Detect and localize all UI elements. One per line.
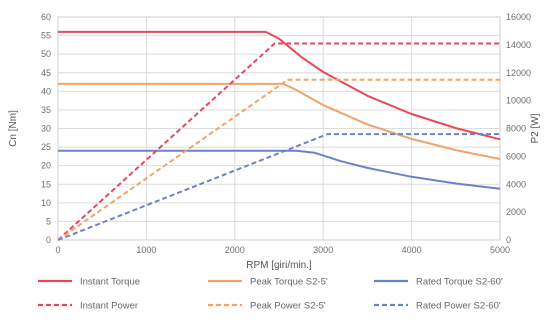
x-axis-label: RPM [giri/min.] — [246, 260, 312, 271]
series-line-4 — [57, 78, 500, 241]
y-left-tick-label: 45 — [41, 68, 51, 78]
y-left-tick-label: 10 — [41, 198, 51, 208]
y-left-tick-label: 60 — [41, 12, 51, 22]
y-right-tick-label: 8000 — [506, 124, 526, 134]
x-tick-label: 2000 — [225, 245, 245, 255]
y-left-tick-label: 35 — [41, 105, 51, 115]
y-axis-left-label: Cn [Nm] — [8, 110, 19, 147]
y-right-tick-label: 2000 — [506, 207, 526, 217]
x-tick-label: 4000 — [402, 245, 422, 255]
y-left-tick-label: 20 — [41, 161, 51, 171]
x-tick-label: 5000 — [490, 245, 510, 255]
y-left-tick-label: 15 — [41, 179, 51, 189]
legend: Instant Torque Peak Torque S2-5' Rated Tor… — [38, 277, 503, 312]
y-right-tick-label: 16000 — [506, 12, 531, 22]
legend-label: Rated Torque S2-60' — [416, 277, 503, 288]
y-right-tick-label: 14000 — [506, 40, 531, 50]
series-line-0 — [58, 30, 501, 141]
legend-label: Instant Torque — [80, 277, 140, 288]
y-left-tick-label: 55 — [41, 31, 51, 41]
x-tick-label: 3000 — [313, 245, 333, 255]
grid — [57, 16, 501, 241]
x-tick-label: 0 — [55, 245, 60, 255]
legend-label: Peak Torque S2-5' — [250, 277, 328, 288]
series-line-1 — [58, 82, 501, 160]
y-left-tick-label: 30 — [41, 124, 51, 134]
y-left-tick-label: 25 — [41, 142, 51, 152]
y-left-tick-label: 50 — [41, 49, 51, 59]
x-tick-label: 1000 — [136, 245, 156, 255]
y-right-tick-label: 6000 — [506, 151, 526, 161]
axes: 0 5 10 15 20 25 30 35 40 45 50 55 60 0 2000 4000 6000 800… — [41, 12, 531, 255]
series-line-2 — [58, 149, 501, 190]
legend-label: Peak Power S2-5' — [250, 301, 326, 312]
y-right-tick-label: 10000 — [506, 96, 531, 106]
legend-label: Rated Power S2-60' — [416, 301, 501, 312]
y-right-tick-label: 4000 — [506, 179, 526, 189]
y-right-tick-label: 0 — [506, 235, 511, 245]
plot-border — [57, 16, 501, 241]
series-line-5 — [57, 133, 500, 241]
series — [57, 30, 501, 241]
series-line-3 — [57, 42, 500, 241]
legend-label: Instant Power — [80, 301, 138, 312]
y-axis-right-label: P2 [W] — [530, 113, 541, 143]
y-right-tick-label: 12000 — [506, 68, 531, 78]
y-left-tick-label: 5 — [46, 216, 51, 226]
y-left-tick-label: 0 — [46, 235, 51, 245]
y-left-tick-label: 40 — [41, 86, 51, 96]
